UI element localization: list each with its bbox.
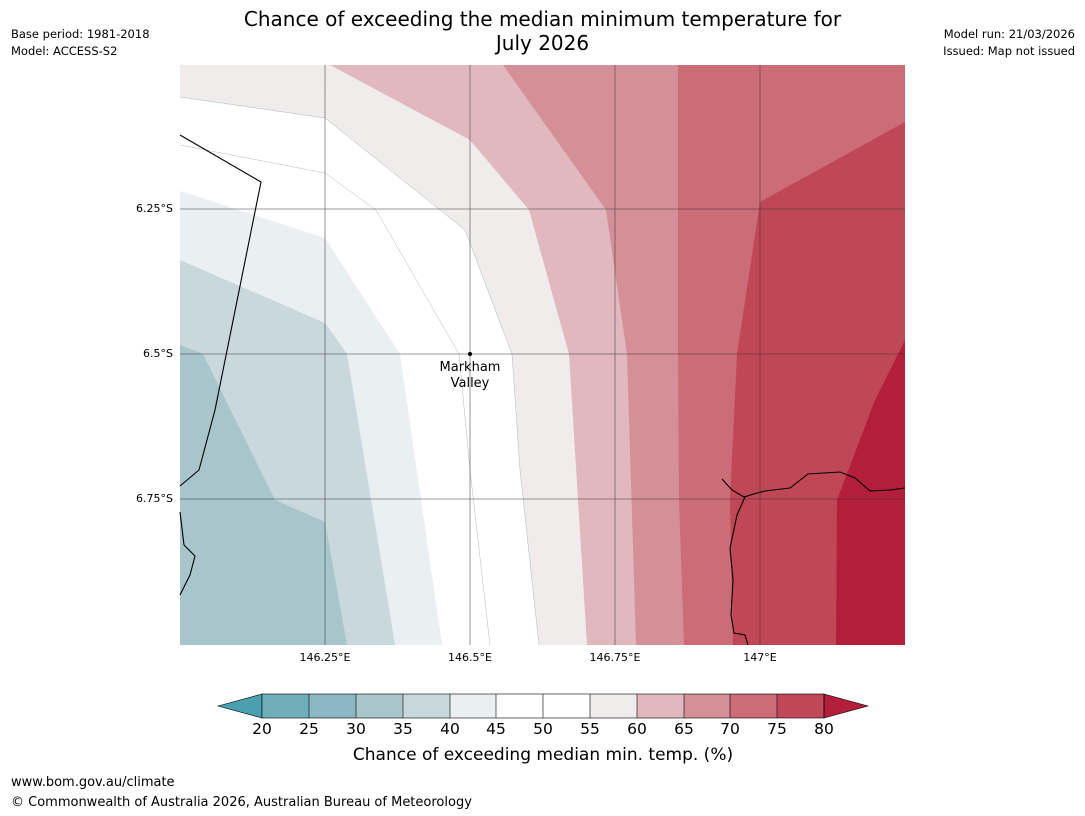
- contour-fill: [180, 65, 905, 645]
- colorbar-55-60: [590, 694, 637, 718]
- place-label-line-2: Valley: [450, 376, 490, 391]
- colorbar-tick: 25: [299, 720, 319, 738]
- map-title: Chance of exceeding the median minimum t…: [0, 7, 1085, 55]
- colorbar-tick: 40: [440, 720, 460, 738]
- colorbar: [216, 693, 870, 719]
- footer-copyright: © Commonwealth of Australia 2026, Austra…: [11, 795, 472, 810]
- colorbar-35-40: [403, 694, 450, 718]
- colorbar-60-65: [637, 694, 684, 718]
- band-above-80: [836, 340, 905, 645]
- colorbar-above-80: [823, 693, 870, 719]
- model-name: Model: ACCESS-S2: [11, 44, 118, 58]
- place-label-markham-valley: Markham Valley: [440, 360, 501, 392]
- band-30-35: [180, 345, 347, 645]
- colorbar-tick: 70: [720, 720, 740, 738]
- lat-label-6-25: 6.25°S: [136, 202, 173, 215]
- colorbar-tick: 80: [814, 720, 834, 738]
- coastline: [179, 134, 906, 646]
- lon-label-147: 147°E: [743, 651, 777, 664]
- graticule: [180, 65, 905, 645]
- colorbar-20-25: [262, 694, 309, 718]
- colorbar-tick: 20: [252, 720, 272, 738]
- colorbar-tick: 55: [580, 720, 600, 738]
- colorbar-tick: 60: [627, 720, 647, 738]
- meta-right: Model run: 21/03/2026 Issued: Map not is…: [943, 26, 1075, 60]
- colorbar-70-75: [730, 694, 777, 718]
- colorbar-tick: 50: [533, 720, 553, 738]
- colorbar-30-35: [356, 694, 403, 718]
- colorbar-65-70: [684, 694, 730, 718]
- colorbar-tick: 75: [767, 720, 787, 738]
- lon-label-146-25: 146.25°E: [299, 651, 351, 664]
- colorbar-tick: 45: [486, 720, 506, 738]
- colorbar-below-20: [216, 693, 263, 719]
- title-line-2: July 2026: [495, 31, 590, 55]
- markham-valley-marker: [468, 352, 472, 356]
- lon-label-146-5: 146.5°E: [448, 651, 492, 664]
- lat-label-6-5: 6.5°S: [143, 347, 173, 360]
- footer-url: www.bom.gov.au/climate: [11, 775, 175, 790]
- colorbar-75-80: [777, 694, 824, 718]
- place-label-line-1: Markham: [439, 360, 501, 375]
- model-run: Model run: 21/03/2026: [943, 27, 1075, 41]
- issued-status: Issued: Map not issued: [943, 44, 1075, 58]
- colorbar-tick: 30: [346, 720, 366, 738]
- colorbar-tick: 65: [674, 720, 694, 738]
- colorbar-25-30: [309, 694, 356, 718]
- colorbar-tick: 35: [393, 720, 413, 738]
- title-line-1: Chance of exceeding the median minimum t…: [243, 7, 842, 31]
- base-period: Base period: 1981-2018: [11, 27, 150, 41]
- colorbar-label: Chance of exceeding median min. temp. (%…: [352, 745, 734, 765]
- lat-label-6-75: 6.75°S: [136, 492, 173, 505]
- band-55-60-nw: [180, 65, 330, 118]
- colorbar-40-45: [450, 694, 496, 718]
- lon-label-146-75: 146.75°E: [589, 651, 641, 664]
- meta-left: Base period: 1981-2018 Model: ACCESS-S2: [11, 26, 150, 60]
